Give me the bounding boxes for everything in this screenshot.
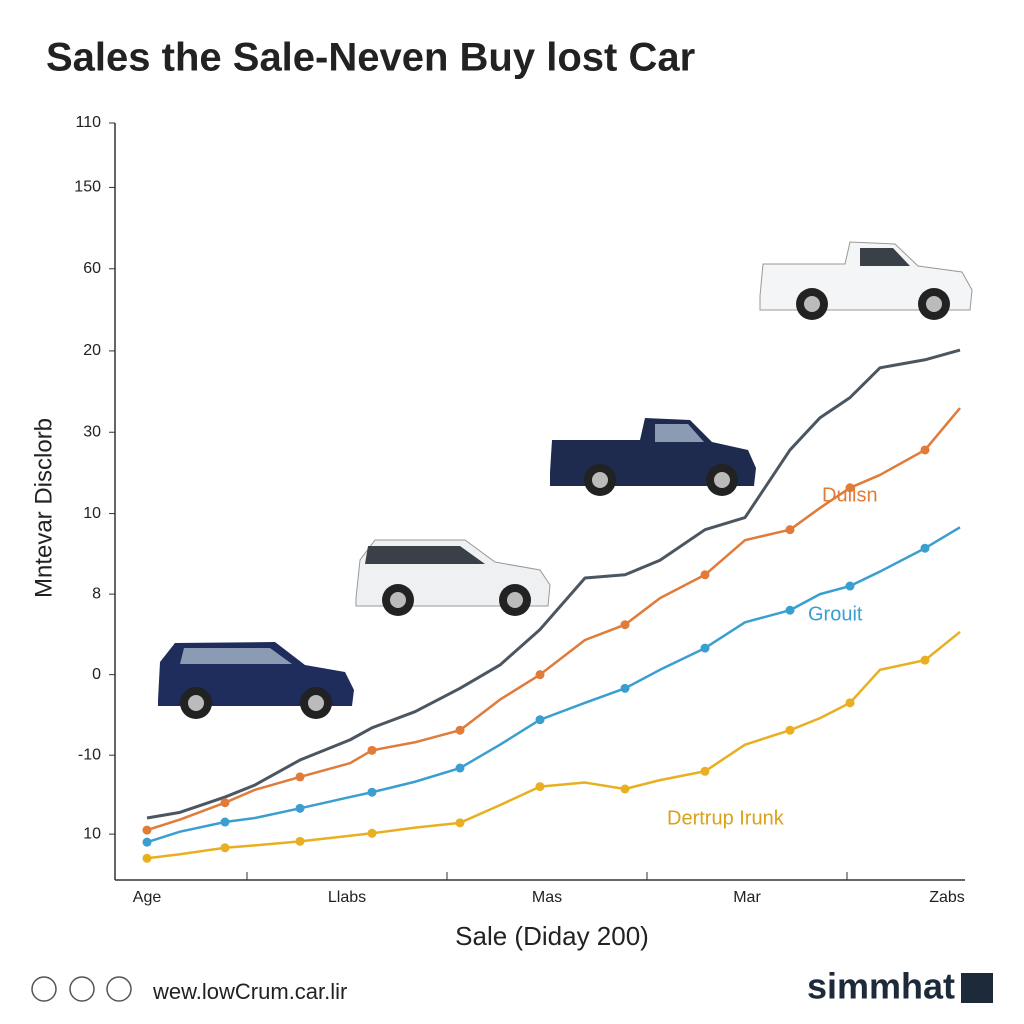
- series-line: [146, 407, 961, 832]
- point: [535, 782, 545, 792]
- truck-white: [759, 241, 973, 320]
- car-suv-white: [355, 539, 551, 616]
- brand: simmhat: [807, 966, 955, 1007]
- point: [845, 483, 855, 493]
- point: [142, 837, 152, 847]
- point: [142, 853, 152, 863]
- point: [535, 670, 545, 680]
- y-tick-label: 8: [92, 585, 101, 602]
- y-tick-label: 150: [74, 179, 101, 196]
- point: [535, 715, 545, 725]
- y-tick-label: 60: [83, 260, 101, 277]
- point: [220, 817, 230, 827]
- y-tick-label: 30: [83, 423, 101, 440]
- point: [620, 784, 630, 794]
- footer-url: wew.lowCrum.car.lir: [152, 979, 347, 1004]
- point: [920, 543, 930, 553]
- point: [455, 725, 465, 735]
- point: [785, 605, 795, 615]
- series-label: Dertrup Irunk: [667, 807, 785, 829]
- y-tick-label: 10: [83, 505, 101, 522]
- point: [455, 763, 465, 773]
- point: [295, 803, 305, 813]
- social-icons: [31, 976, 132, 1002]
- point: [367, 745, 377, 755]
- point: [700, 643, 710, 653]
- point: [295, 836, 305, 846]
- point: [785, 525, 795, 535]
- point: [700, 570, 710, 580]
- point: [920, 655, 930, 665]
- point: [367, 828, 377, 838]
- point: [220, 798, 230, 808]
- series-line: [146, 348, 961, 820]
- point: [785, 725, 795, 735]
- point: [700, 766, 710, 776]
- brand-icon: [961, 973, 993, 1003]
- y-tick-label: 110: [75, 114, 101, 131]
- chart-title: Sales the Sale-Neven Buy lost Car: [46, 36, 695, 80]
- point: [142, 825, 152, 835]
- series-label: Grouit: [808, 603, 863, 625]
- x-tick-label: Llabs: [328, 889, 366, 906]
- y-tick-label: -10: [78, 746, 101, 763]
- car-suv-blue: [158, 642, 354, 719]
- truck-navy: [550, 418, 756, 496]
- y-tick-label: 10: [83, 825, 101, 842]
- y-tick-label: 20: [83, 342, 101, 359]
- point: [295, 772, 305, 782]
- point: [220, 843, 230, 853]
- point: [620, 620, 630, 630]
- x-tick-label: Age: [133, 889, 162, 906]
- series-line: [146, 526, 961, 844]
- y-tick-label: 0: [92, 666, 101, 683]
- series-label: Dullsn: [822, 484, 878, 506]
- series-line: [146, 630, 961, 860]
- x-tick-label: Zabs: [929, 889, 965, 906]
- x-tick-label: Mas: [532, 889, 562, 906]
- x-axis-label: Sale (Diday 200): [455, 921, 649, 951]
- point: [845, 581, 855, 591]
- point: [620, 683, 630, 693]
- point: [845, 698, 855, 708]
- y-axis-label: Mntevar Disclorb: [30, 418, 57, 598]
- x-tick-label: Mar: [733, 889, 761, 906]
- point: [367, 787, 377, 797]
- point: [455, 818, 465, 828]
- point: [920, 445, 930, 455]
